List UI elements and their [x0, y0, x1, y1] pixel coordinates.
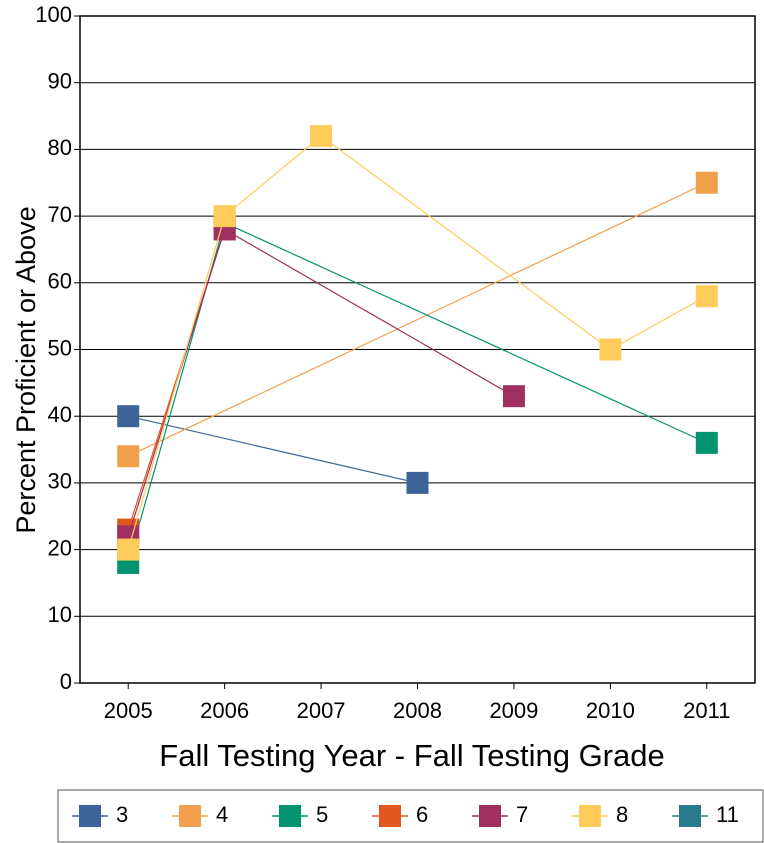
marker: [599, 338, 622, 361]
marker: [695, 285, 718, 308]
x-tick-label: 2010: [586, 698, 635, 723]
y-tick-label: 40: [48, 402, 72, 427]
legend-label: 5: [316, 802, 328, 827]
marker: [117, 445, 140, 468]
legend-label: 7: [516, 802, 528, 827]
y-tick-label: 30: [48, 469, 72, 494]
y-tick-label: 80: [48, 135, 72, 160]
series-line: [127, 228, 515, 537]
marker: [502, 385, 525, 408]
legend-label: 3: [116, 802, 128, 827]
legend-swatch: [79, 805, 101, 827]
legend-swatch: [479, 805, 501, 827]
series-line: [127, 221, 708, 564]
legend-swatch: [379, 805, 401, 827]
y-tick-label: 20: [48, 535, 72, 560]
y-tick-label: 60: [48, 269, 72, 294]
y-tick-label: 0: [60, 669, 72, 694]
y-tick-label: 90: [48, 69, 72, 94]
legend-label: 6: [416, 802, 428, 827]
marker: [406, 471, 429, 494]
x-tick-label: 2009: [489, 698, 538, 723]
marker: [117, 538, 140, 561]
y-tick-label: 70: [48, 202, 72, 227]
legend-label: 11: [716, 802, 739, 827]
x-axis-title: Fall Testing Year - Fall Testing Grade: [159, 738, 664, 773]
x-tick-label: 2007: [297, 698, 346, 723]
marker: [117, 405, 140, 428]
legend-swatch: [279, 805, 301, 827]
y-tick-label: 100: [35, 2, 72, 27]
series-line: [127, 182, 708, 457]
legend-label: 8: [616, 802, 628, 827]
x-tick-label: 2006: [200, 698, 249, 723]
y-axis-title: Percent Proficient or Above: [11, 206, 41, 533]
x-tick-label: 2008: [393, 698, 442, 723]
marker: [213, 205, 236, 228]
legend-swatch: [679, 805, 701, 827]
legend-swatch: [579, 805, 601, 827]
series-line: [128, 415, 418, 484]
y-tick-label: 50: [48, 335, 72, 360]
marker: [695, 431, 718, 454]
x-tick-label: 2011: [683, 698, 730, 723]
y-tick-label: 10: [48, 602, 72, 627]
legend-swatch: [179, 805, 201, 827]
legend-label: 4: [216, 802, 228, 827]
marker: [695, 171, 718, 194]
x-tick-label: 2005: [104, 698, 153, 723]
marker: [310, 125, 333, 148]
legend-box: [57, 789, 764, 843]
